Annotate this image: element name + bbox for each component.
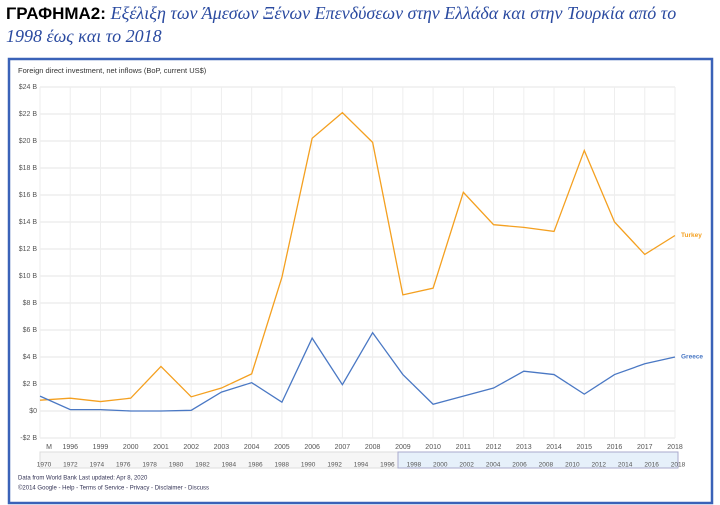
x-tick-label: M: [46, 444, 52, 451]
timeline-label: 2016: [644, 462, 659, 469]
timeline-label: 1974: [90, 462, 105, 469]
timeline-label: 1980: [169, 462, 184, 469]
x-tick-label: 2009: [395, 444, 411, 451]
x-tick-label: 2013: [516, 444, 532, 451]
timeline-label: 1986: [248, 462, 263, 469]
x-tick-label: 2006: [304, 444, 320, 451]
timeline-range[interactable]: [397, 451, 679, 469]
series-label: Greece: [681, 354, 703, 361]
heading: ΓΡΑΦΗΜΑ2: Εξέλιξη των Άμεσων Ξένων Επενδ…: [6, 2, 706, 48]
y-tick-label: $6 B: [23, 327, 38, 334]
timeline-label: 2010: [565, 462, 580, 469]
timeline-label: 2018: [671, 462, 686, 469]
timeline-label: 2002: [459, 462, 474, 469]
footer-text: ©2014 Google - Help - Terms of Service -…: [18, 485, 209, 492]
timeline-label: 1996: [380, 462, 395, 469]
timeline-label: 2014: [618, 462, 633, 469]
timeline-label: 1998: [407, 462, 422, 469]
y-tick-label: $14 B: [19, 219, 38, 226]
x-tick-label: 2016: [607, 444, 623, 451]
x-tick-label: 1999: [93, 444, 109, 451]
timeline-label: 1972: [63, 462, 78, 469]
chart-frame: [7, 57, 714, 505]
x-tick-label: 2003: [214, 444, 230, 451]
x-tick-label: 2011: [456, 444, 471, 451]
x-tick-label: 2014: [546, 444, 562, 451]
timeline-label: 2008: [539, 462, 554, 469]
x-tick-label: 2012: [486, 444, 502, 451]
series-line: [39, 331, 676, 412]
x-tick-label: 2007: [335, 444, 351, 451]
series-label: Turkey: [681, 232, 702, 239]
y-tick-label: $16 B: [19, 192, 38, 199]
x-tick-label: 1996: [62, 444, 78, 451]
y-tick-label: $18 B: [19, 165, 38, 172]
timeline-label: 2012: [592, 462, 607, 469]
y-tick-label: $0: [29, 408, 37, 415]
series-line: [39, 111, 676, 403]
y-tick-label: $24 B: [19, 84, 38, 91]
y-tick-label: $10 B: [19, 273, 38, 280]
timeline-label: 1978: [142, 462, 157, 469]
y-tick-label: $2 B: [23, 381, 38, 388]
x-tick-label: 2002: [183, 444, 199, 451]
timeline-label: 2004: [486, 462, 501, 469]
timeline-label: 1988: [275, 462, 290, 469]
x-tick-label: 2000: [123, 444, 139, 451]
timeline-label: 1976: [116, 462, 131, 469]
timeline-label: 2000: [433, 462, 448, 469]
timeline-label: 1992: [327, 462, 342, 469]
x-tick-label: 2017: [637, 444, 653, 451]
figure-label: ΓΡΑΦΗΜΑ2:: [6, 4, 106, 23]
y-tick-label: $4 B: [23, 354, 38, 361]
x-tick-label: 2004: [244, 444, 260, 451]
y-tick-label: $22 B: [19, 111, 38, 118]
figure-title: Εξέλιξη των Άμεσων Ξένων Επενδύσεων στην…: [6, 3, 677, 46]
timeline-label: 1994: [354, 462, 369, 469]
footer-text: Data from World Bank Last updated: Apr 8…: [18, 476, 148, 482]
x-tick-label: 2018: [667, 444, 683, 451]
x-tick-label: 2010: [425, 444, 441, 451]
timeline-label: 1984: [222, 462, 237, 469]
x-tick-label: 2001: [153, 444, 169, 451]
x-tick-label: 2008: [365, 444, 381, 451]
x-tick-label: 2005: [274, 444, 290, 451]
x-tick-label: 2015: [576, 444, 592, 451]
y-tick-label: $20 B: [19, 138, 38, 145]
timeline-label: 1990: [301, 462, 316, 469]
y-tick-label: -$2 B: [20, 435, 37, 442]
y-tick-label: $12 B: [19, 246, 38, 253]
timeline-label: 2006: [512, 462, 527, 469]
timeline-label: 1982: [195, 462, 210, 469]
chart-title: Foreign direct investment, net inflows (…: [18, 66, 207, 75]
y-tick-label: $8 B: [23, 300, 38, 307]
timeline-label: 1970: [37, 462, 52, 469]
